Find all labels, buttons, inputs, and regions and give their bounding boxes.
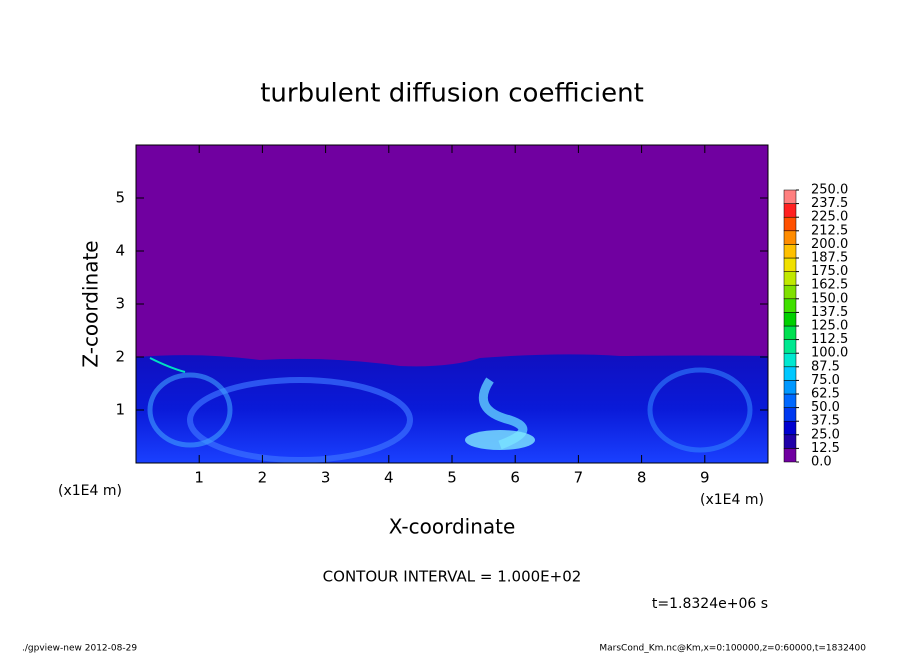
colorbar-band (783, 380, 797, 395)
eddy (647, 367, 753, 453)
colorbar-label: 187.5 (811, 251, 848, 266)
y-tick-label: 4 (115, 242, 125, 260)
chart-title: turbulent diffusion coefficient (260, 79, 644, 109)
x-tick-label: 9 (700, 469, 710, 487)
x-tick-label: 8 (637, 469, 647, 487)
colorbar-band (783, 189, 797, 204)
colorbar-label: 162.5 (811, 278, 848, 293)
colorbar-label: 12.5 (811, 441, 840, 456)
colorbar-band (783, 244, 797, 259)
colorbar-band (783, 448, 797, 463)
colorbar-band (783, 407, 797, 422)
plume (465, 430, 535, 450)
y-unit: (x1E4 m) (58, 483, 122, 499)
colorbar-label: 75.0 (811, 373, 840, 388)
colorbar-band (783, 420, 797, 436)
colorbar-band (783, 298, 797, 313)
contour-interval: CONTOUR INTERVAL = 1.000E+02 (323, 568, 582, 586)
colorbar-band (783, 257, 797, 272)
y-tick-label: 1 (115, 401, 125, 419)
eddy (147, 372, 233, 448)
colorbar-band (783, 393, 797, 408)
colorbar-label: 150.0 (811, 291, 848, 306)
colorbar-label: 200.0 (811, 237, 848, 252)
x-tick-label: 1 (194, 469, 204, 487)
x-tick-label: 5 (447, 469, 457, 487)
x-tick-label: 6 (510, 469, 520, 487)
colorbar-band (783, 366, 797, 381)
colorbar-band (783, 352, 797, 368)
y-tick-label: 2 (115, 348, 125, 366)
x-tick-label: 7 (574, 469, 584, 487)
colorbar-label: 250.0 (811, 183, 848, 198)
footer-left: ./gpview-new 2012-08-29 (22, 644, 137, 654)
x-axis-label: X-coordinate (389, 515, 516, 539)
colorbar-band (783, 271, 797, 286)
colorbar-band (783, 312, 797, 327)
filament (149, 357, 186, 373)
colorbar-label: 25.0 (811, 427, 840, 442)
colorbar-label: 212.5 (811, 223, 848, 238)
footer-right: MarsCond_Km.nc@Km,x=0:100000,z=0:60000,t… (599, 644, 866, 654)
colorbar-label: 50.0 (811, 400, 840, 415)
colorbar-band (783, 325, 797, 340)
colorbar-band (783, 284, 797, 300)
colorbar-band (783, 434, 797, 449)
field (136, 145, 768, 463)
colorbar-band (783, 230, 797, 245)
x-tick-label: 3 (321, 469, 331, 487)
time-label: t=1.8324e+06 s (652, 596, 768, 612)
colorbar-band (783, 339, 797, 354)
y-axis-label: Z-coordinate (79, 240, 103, 367)
x-tick-label: 4 (384, 469, 394, 487)
colorbar-band (783, 216, 797, 232)
colorbar-label: 237.5 (811, 196, 848, 211)
colorbar-label: 225.0 (811, 210, 848, 225)
colorbar-label: 0.0 (811, 455, 832, 470)
colorbar-label: 100.0 (811, 346, 848, 361)
colorbar-label: 62.5 (811, 387, 840, 402)
colorbar-label: 137.5 (811, 305, 848, 320)
y-tick-label: 3 (115, 295, 125, 313)
colorbar-band (783, 203, 797, 218)
colorbar-label: 125.0 (811, 319, 848, 334)
colorbar-label: 112.5 (811, 332, 848, 347)
eddy (187, 377, 413, 463)
colorbar-label: 175.0 (811, 264, 848, 279)
x-tick-label: 2 (258, 469, 268, 487)
colorbar-label: 37.5 (811, 414, 840, 429)
colorbar-label: 87.5 (811, 359, 840, 374)
x-unit: (x1E4 m) (700, 492, 764, 508)
y-tick-label: 5 (115, 189, 125, 207)
